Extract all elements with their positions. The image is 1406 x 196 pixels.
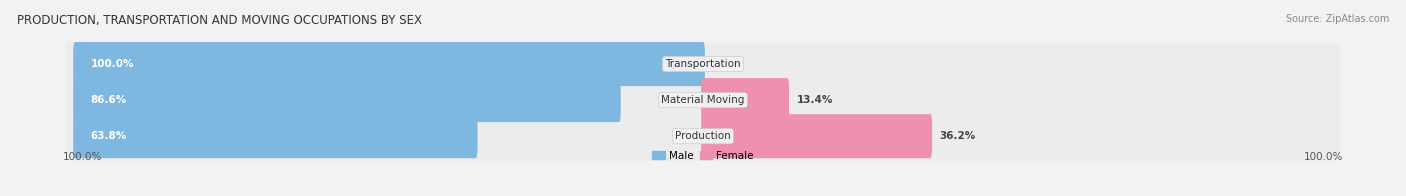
Text: Transportation: Transportation (665, 59, 741, 69)
Text: Production: Production (675, 131, 731, 141)
FancyBboxPatch shape (702, 78, 789, 122)
Text: 100.0%: 100.0% (62, 152, 101, 162)
Text: 100.0%: 100.0% (91, 59, 135, 69)
FancyBboxPatch shape (66, 68, 1340, 132)
Text: 63.8%: 63.8% (91, 131, 127, 141)
Text: 86.6%: 86.6% (91, 95, 127, 105)
FancyBboxPatch shape (73, 114, 478, 158)
FancyBboxPatch shape (66, 104, 1340, 168)
FancyBboxPatch shape (702, 114, 932, 158)
FancyBboxPatch shape (73, 78, 620, 122)
Text: PRODUCTION, TRANSPORTATION AND MOVING OCCUPATIONS BY SEX: PRODUCTION, TRANSPORTATION AND MOVING OC… (17, 14, 422, 27)
Text: Material Moving: Material Moving (661, 95, 745, 105)
FancyBboxPatch shape (66, 32, 1340, 96)
Text: 13.4%: 13.4% (797, 95, 832, 105)
Text: 100.0%: 100.0% (1305, 152, 1344, 162)
Text: 36.2%: 36.2% (939, 131, 976, 141)
FancyBboxPatch shape (73, 42, 704, 86)
Text: Source: ZipAtlas.com: Source: ZipAtlas.com (1285, 14, 1389, 24)
Legend: Male, Female: Male, Female (648, 147, 758, 165)
